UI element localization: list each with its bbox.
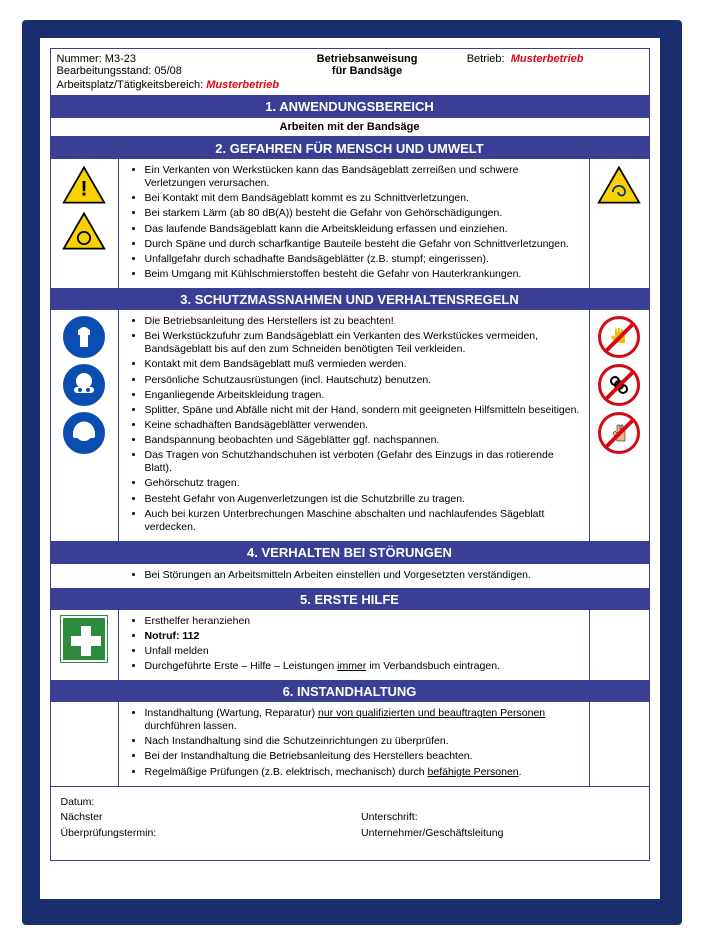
number-label: Nummer: xyxy=(57,53,102,65)
list-item: Regelmäßige Prüfungen (z.B. elektrisch, … xyxy=(145,766,581,779)
owner-label: Unternehmer/Geschäftsleitung xyxy=(361,827,503,839)
list-item: Besteht Gefahr von Augenverletzungen ist… xyxy=(145,493,581,506)
list-item: Nach Instandhaltung sind die Schutzeinri… xyxy=(145,735,581,748)
section-2-title: 2. GEFAHREN FÜR MENSCH UND UMWELT xyxy=(51,137,649,159)
list-item: Die Betriebsanleitung des Herstellers is… xyxy=(145,315,581,328)
check-label: Überprüfungstermin: xyxy=(61,827,157,839)
section-6-body: Instandhaltung (Wartung, Reparatur) nur … xyxy=(51,702,649,787)
list-item: Bandspannung beobachten und Sägeblätter … xyxy=(145,434,581,447)
warning-general-icon: ! xyxy=(62,165,106,205)
company-label: Betrieb: xyxy=(467,53,505,65)
section-6-spacer-right xyxy=(589,702,649,786)
doc-footer: Datum: Nächster Überprüfungstermin: Unte… xyxy=(51,787,649,860)
list-item: Bei Kontakt mit dem Bandsägeblatt kommt … xyxy=(145,192,581,205)
mandatory-clothing-icon xyxy=(63,316,105,358)
warning-rotating-icon xyxy=(597,165,641,205)
date-label: Datum: xyxy=(61,795,639,811)
section-3-body: Die Betriebsanleitung des Herstellers is… xyxy=(51,310,649,541)
prohibition-touch-icon xyxy=(598,412,640,454)
section-3-icons-left xyxy=(51,310,119,541)
section-4-body: Bei Störungen an Arbeitsmitteln Arbeiten… xyxy=(51,563,649,588)
mandatory-ear-icon xyxy=(63,412,105,454)
list-item: Bei Störungen an Arbeitsmitteln Arbeiten… xyxy=(145,569,641,583)
revision-value: 05/08 xyxy=(154,65,182,77)
list-item: Gehörschutz tragen. xyxy=(145,477,581,490)
list-item: Durchgeführte Erste – Hilfe – Leistungen… xyxy=(145,660,581,673)
list-item: Bei starkem Lärm (ab 80 dB(A)) besteht d… xyxy=(145,207,581,220)
doc-header: Nummer: M3-23 Bearbeitungsstand: 05/08 B… xyxy=(51,49,649,79)
section-1-subtitle: Arbeiten mit der Bandsäge xyxy=(51,117,649,137)
section-2-text: Ein Verkanten von Werkstücken kann das B… xyxy=(119,159,589,288)
section-6-spacer-left xyxy=(51,702,119,786)
sign-label: Unterschrift: xyxy=(361,811,418,823)
list-item: Kontakt mit dem Bandsägeblatt muß vermie… xyxy=(145,358,581,371)
list-item: Bei Werkstückzufuhr zum Bandsägeblatt ei… xyxy=(145,330,581,356)
section-3-title: 3. SCHUTZMASSNAHMEN UND VERHALTENSREGELN xyxy=(51,288,649,310)
section-5-spacer-right xyxy=(589,610,649,681)
company-value: Musterbetrieb xyxy=(511,53,584,65)
section-3-list: Die Betriebsanleitung des Herstellers is… xyxy=(127,315,581,534)
list-item: Notruf: 112 xyxy=(145,630,581,643)
section-1-title: 1. ANWENDUNGSBEREICH xyxy=(51,95,649,117)
list-item: Auch bei kurzen Unterbrechungen Maschine… xyxy=(145,508,581,534)
doc-title-1: Betriebsanweisung xyxy=(267,53,466,65)
svg-text:!: ! xyxy=(80,178,87,201)
list-item: Unfallgefahr durch schadhafte Bandsägebl… xyxy=(145,253,581,266)
doc-title-2: für Bandsäge xyxy=(267,65,466,77)
section-5-title: 5. ERSTE HILFE xyxy=(51,588,649,610)
section-5-icons xyxy=(51,610,119,681)
section-2-icons-left: ! xyxy=(51,159,119,288)
workplace-label: Arbeitsplatz/Tätigkeitsbereich: xyxy=(57,79,204,91)
section-3-text: Die Betriebsanleitung des Herstellers is… xyxy=(119,310,589,541)
list-item: Das laufende Bandsägeblatt kann die Arbe… xyxy=(145,223,581,236)
display-frame: Nummer: M3-23 Bearbeitungsstand: 05/08 B… xyxy=(22,20,682,925)
list-item: Unfall melden xyxy=(145,645,581,658)
section-6-list: Instandhaltung (Wartung, Reparatur) nur … xyxy=(127,707,581,779)
mandatory-goggles-icon xyxy=(63,364,105,406)
list-item: Persönliche Schutzausrüstungen (incl. Ha… xyxy=(145,374,581,387)
section-4-title: 4. VERHALTEN BEI STÖRUNGEN xyxy=(51,541,649,563)
workplace-row: Arbeitsplatz/Tätigkeitsbereich: Musterbe… xyxy=(51,79,649,95)
list-item: Enganliegende Arbeitskleidung tragen. xyxy=(145,389,581,402)
list-item: Durch Späne und durch scharfkantige Baut… xyxy=(145,238,581,251)
section-2-list: Ein Verkanten von Werkstücken kann das B… xyxy=(127,164,581,281)
workplace-value: Musterbetrieb xyxy=(206,79,279,91)
list-item: Das Tragen von Schutzhandschuhen ist ver… xyxy=(145,449,581,475)
section-5-list: Ersthelfer heranziehen Notruf: 112 Unfall … xyxy=(127,615,581,674)
prohibition-glove-icon xyxy=(598,316,640,358)
list-item: Ein Verkanten von Werkstücken kann das B… xyxy=(145,164,581,190)
section-6-text: Instandhaltung (Wartung, Reparatur) nur … xyxy=(119,702,589,786)
number-value: M3-23 xyxy=(105,53,136,65)
warning-circle-icon xyxy=(62,211,106,251)
prohibition-chain-icon xyxy=(598,364,640,406)
list-item: Beim Umgang mit Kühlschmierstoffen beste… xyxy=(145,268,581,281)
section-5-body: Ersthelfer heranziehen Notruf: 112 Unfall … xyxy=(51,610,649,681)
section-2-icons-right xyxy=(589,159,649,288)
section-3-icons-right xyxy=(589,310,649,541)
list-item: Instandhaltung (Wartung, Reparatur) nur … xyxy=(145,707,581,733)
section-4-list: Bei Störungen an Arbeitsmitteln Arbeiten… xyxy=(127,569,641,583)
instruction-document: Nummer: M3-23 Bearbeitungsstand: 05/08 B… xyxy=(50,48,650,861)
revision-label: Bearbeitungsstand: xyxy=(57,65,152,77)
next-label: Nächster xyxy=(61,811,103,823)
list-item: Ersthelfer heranziehen xyxy=(145,615,581,628)
list-item: Keine schadhaften Bandsägeblätter verwen… xyxy=(145,419,581,432)
section-6-title: 6. INSTANDHALTUNG xyxy=(51,680,649,702)
section-2-body: ! Ein Verkanten von Werkstücken kann das… xyxy=(51,159,649,288)
section-5-text: Ersthelfer heranziehen Notruf: 112 Unfall … xyxy=(119,610,589,681)
list-item: Splitter, Späne und Abfälle nicht mit de… xyxy=(145,404,581,417)
first-aid-icon xyxy=(61,616,107,662)
list-item: Bei der Instandhaltung die Betriebsanlei… xyxy=(145,750,581,763)
